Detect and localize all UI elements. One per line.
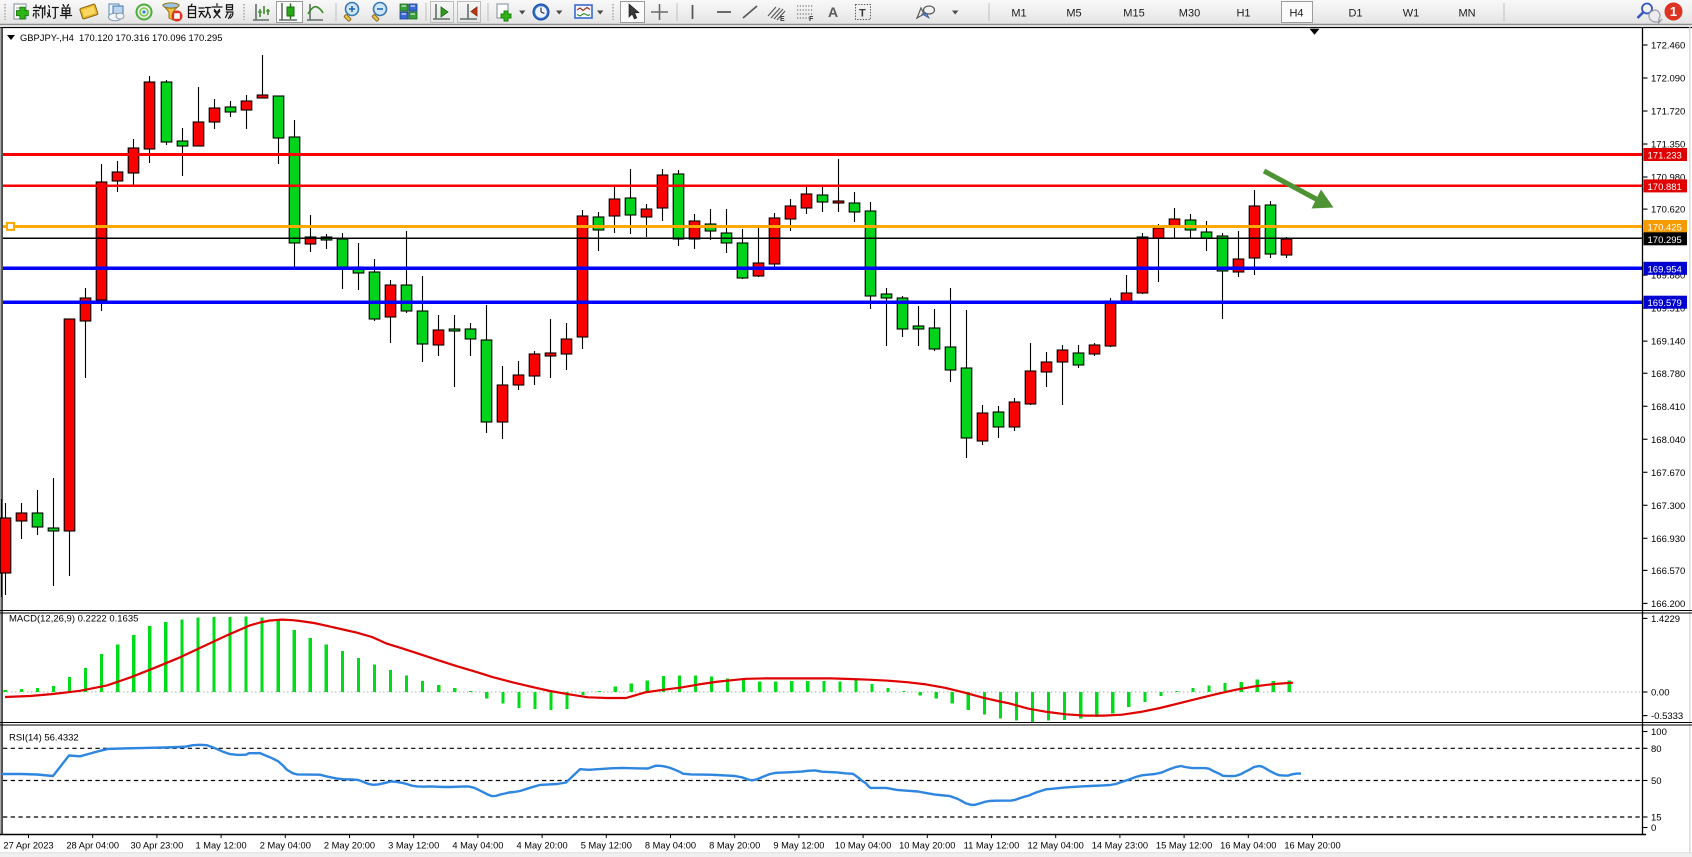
svg-text:169.579: 169.579 [1648,298,1682,309]
svg-text:171.233: 171.233 [1648,151,1682,162]
svg-text:10 May 04:00: 10 May 04:00 [835,841,891,851]
svg-text:30 Apr 23:00: 30 Apr 23:00 [131,841,184,851]
svg-text:H4: H4 [1289,8,1303,20]
svg-text:170.295: 170.295 [1648,235,1682,246]
svg-text:GBPJPY-,H4 170.120 170.316 17: GBPJPY-,H4 170.120 170.316 170.096 170.2… [20,32,222,43]
svg-text:166.570: 166.570 [1651,566,1685,577]
svg-text:M15: M15 [1123,8,1144,20]
svg-text:16 May 04:00: 16 May 04:00 [1220,841,1276,851]
svg-text:RSI(14) 56.4332: RSI(14) 56.4332 [9,733,79,744]
svg-text:171.350: 171.350 [1651,140,1685,151]
svg-text:171.720: 171.720 [1651,107,1685,118]
svg-text:100: 100 [1651,727,1667,738]
svg-text:E: E [780,16,785,23]
svg-text:M5: M5 [1066,8,1081,20]
svg-text:168.410: 168.410 [1651,402,1685,413]
svg-text:167.300: 167.300 [1651,501,1685,512]
svg-text:H1: H1 [1236,8,1250,20]
svg-text:80: 80 [1651,744,1662,755]
svg-text:2 May 20:00: 2 May 20:00 [324,841,375,851]
svg-text:4 May 04:00: 4 May 04:00 [452,841,503,851]
svg-text:MN: MN [1458,8,1475,20]
svg-text:12 May 04:00: 12 May 04:00 [1028,841,1084,851]
svg-text:8 May 20:00: 8 May 20:00 [709,841,760,851]
svg-text:169.880: 169.880 [1651,271,1685,282]
svg-text:169.140: 169.140 [1651,337,1685,348]
svg-text:169.954: 169.954 [1648,264,1682,275]
svg-text:-0.5333: -0.5333 [1651,711,1683,722]
svg-text:166.200: 166.200 [1651,599,1685,610]
svg-text:167.670: 167.670 [1651,468,1685,479]
svg-text:W1: W1 [1403,8,1420,20]
svg-text:14 May 23:00: 14 May 23:00 [1092,841,1148,851]
svg-text:11 May 12:00: 11 May 12:00 [964,841,1020,851]
svg-text:A: A [828,4,838,20]
svg-text:0.00: 0.00 [1651,688,1670,699]
svg-text:D1: D1 [1348,8,1362,20]
svg-text:4 May 20:00: 4 May 20:00 [517,841,568,851]
svg-text:170.881: 170.881 [1648,182,1682,193]
svg-text:2 May 04:00: 2 May 04:00 [260,841,311,851]
svg-text:27 Apr 2023: 27 Apr 2023 [3,841,53,851]
svg-text:8 May 04:00: 8 May 04:00 [645,841,696,851]
svg-text:16 May 20:00: 16 May 20:00 [1284,841,1340,851]
svg-text:169.510: 169.510 [1651,304,1685,315]
svg-text:170.620: 170.620 [1651,205,1685,216]
svg-text:3 May 12:00: 3 May 12:00 [388,841,439,851]
svg-text:172.090: 172.090 [1651,74,1685,85]
svg-text:166.930: 166.930 [1651,534,1685,545]
svg-text:50: 50 [1651,776,1662,787]
svg-text:168.780: 168.780 [1651,369,1685,380]
svg-text:170.980: 170.980 [1651,173,1685,184]
svg-text:172.460: 172.460 [1651,41,1685,52]
svg-text:1.4229: 1.4229 [1651,614,1680,625]
svg-text:1 May 12:00: 1 May 12:00 [196,841,247,851]
svg-text:28 Apr 04:00: 28 Apr 04:00 [66,841,119,851]
svg-text:T: T [859,8,866,20]
svg-text:M30: M30 [1179,8,1200,20]
svg-text:170.425: 170.425 [1648,223,1682,234]
svg-text:F: F [809,16,814,23]
svg-text:15: 15 [1651,813,1662,824]
svg-text:M1: M1 [1011,8,1026,20]
svg-text:10 May 20:00: 10 May 20:00 [899,841,955,851]
svg-text:9 May 12:00: 9 May 12:00 [773,841,824,851]
svg-text:MACD(12,26,9) 0.2222 0.1635: MACD(12,26,9) 0.2222 0.1635 [9,614,138,625]
svg-text:5 May 12:00: 5 May 12:00 [581,841,632,851]
svg-text:15 May 12:00: 15 May 12:00 [1156,841,1212,851]
svg-text:1: 1 [1670,4,1677,19]
svg-text:0: 0 [1651,823,1656,834]
svg-text:168.040: 168.040 [1651,435,1685,446]
